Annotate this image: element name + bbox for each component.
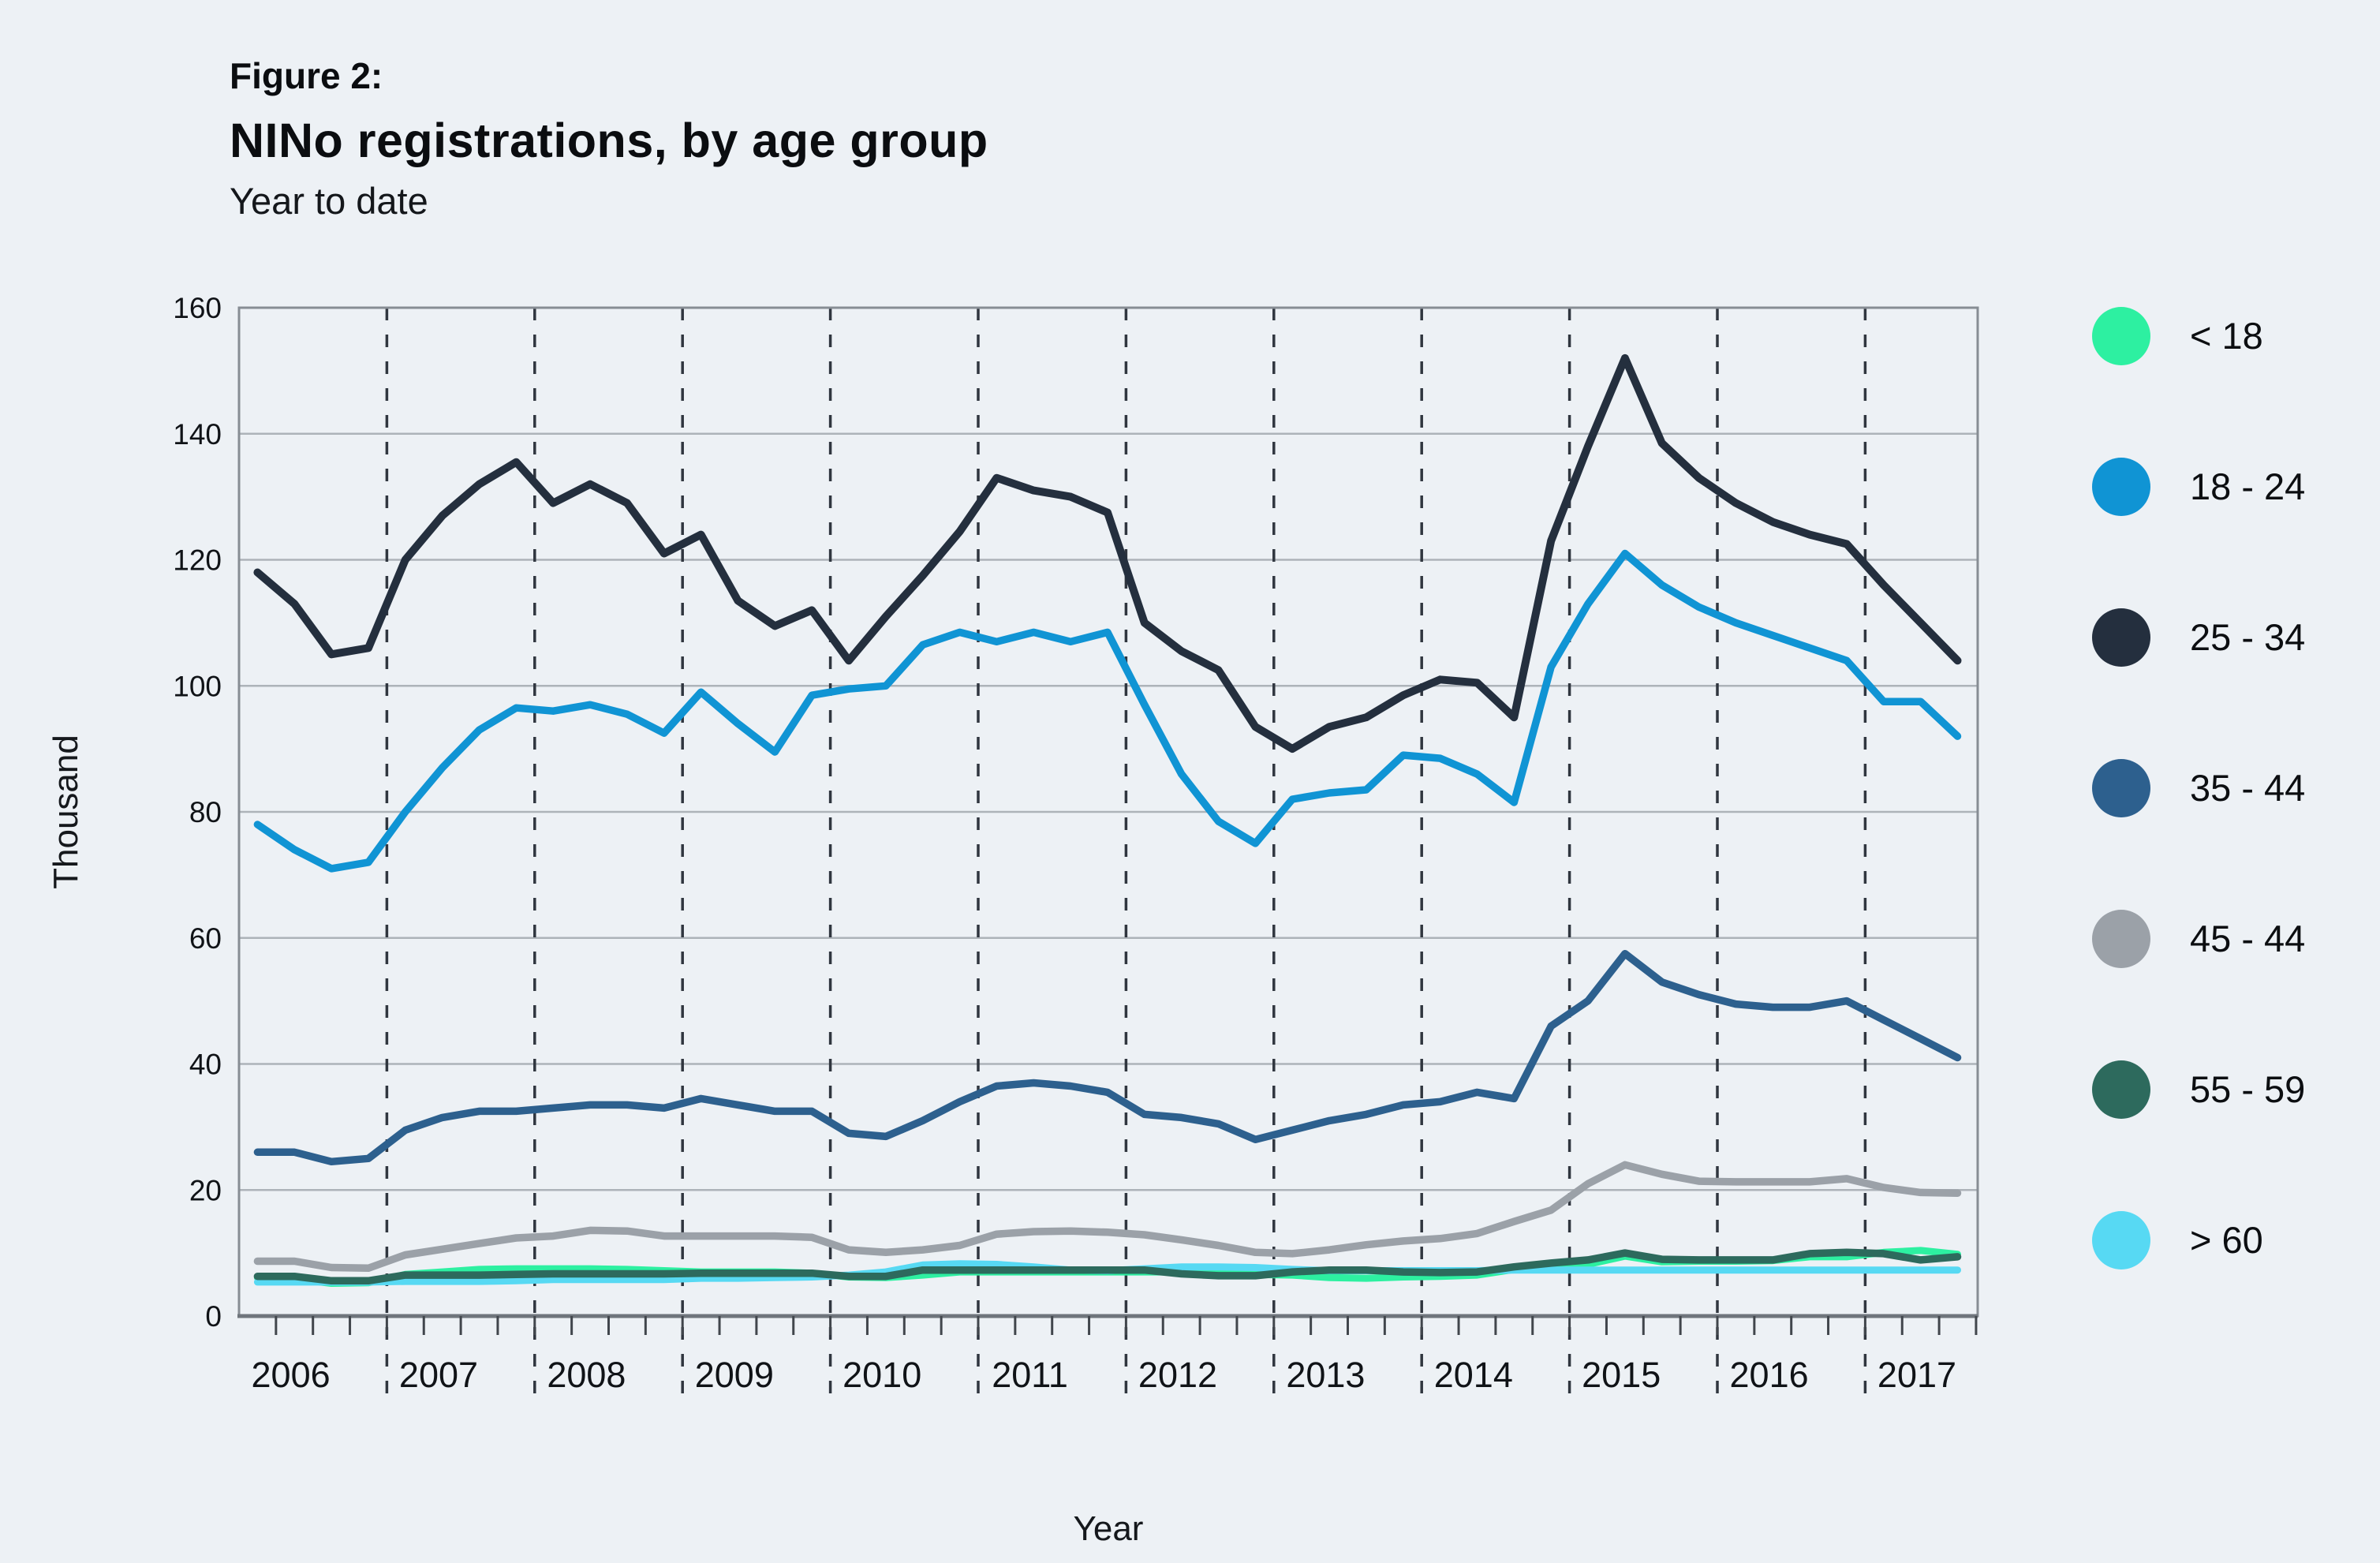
subtitle: Year to date xyxy=(230,179,428,222)
y-tick-label-140: 140 xyxy=(173,418,222,451)
legend-item-45-44: 45 - 44 xyxy=(2092,863,2305,1014)
y-tick-label-120: 120 xyxy=(173,544,222,577)
legend-item-over-60: > 60 xyxy=(2092,1165,2305,1315)
y-tick-label-100: 100 xyxy=(173,670,222,702)
x-year-label-2016: 2016 xyxy=(1730,1355,1809,1395)
legend-dot-55-59-icon xyxy=(2092,1060,2150,1119)
y-tick-label-80: 80 xyxy=(189,796,222,828)
legend-item-35-44: 35 - 44 xyxy=(2092,712,2305,863)
x-year-label-2008: 2008 xyxy=(547,1355,626,1395)
legend-item-18-24: 18 - 24 xyxy=(2092,411,2305,562)
legend-label: 18 - 24 xyxy=(2190,466,2306,507)
x-year-label-2012: 2012 xyxy=(1138,1355,1217,1395)
x-year-label-2017: 2017 xyxy=(1877,1355,1956,1395)
legend-label: 25 - 34 xyxy=(2190,616,2306,658)
y-tick-label-20: 20 xyxy=(189,1174,222,1206)
legend-dot-25-34-icon xyxy=(2092,608,2150,667)
y-tick-label-40: 40 xyxy=(189,1049,222,1081)
x-axis-title: Year xyxy=(1074,1509,1144,1548)
legend-dot-35-44-icon xyxy=(2092,758,2150,817)
series-line-55-59 xyxy=(253,1248,1962,1285)
x-year-label-2010: 2010 xyxy=(843,1355,921,1395)
legend-dot-over-60-icon xyxy=(2092,1210,2150,1269)
legend-dot-18-24-icon xyxy=(2092,457,2150,516)
legend-label: 45 - 44 xyxy=(2190,918,2306,959)
series-line-35-44 xyxy=(253,949,1962,1166)
x-year-label-2015: 2015 xyxy=(1582,1355,1661,1395)
x-year-label-2009: 2009 xyxy=(695,1355,774,1395)
y-tick-label-0: 0 xyxy=(205,1300,222,1333)
legend-item-55-59: 55 - 59 xyxy=(2092,1014,2305,1165)
series-line-25-34 xyxy=(253,353,1962,753)
x-year-label-2007: 2007 xyxy=(399,1355,478,1395)
legend-label: 35 - 44 xyxy=(2190,767,2306,809)
legend-dot-under-18-icon xyxy=(2092,306,2150,365)
x-year-label-2013: 2013 xyxy=(1286,1355,1365,1395)
legend: < 18 18 - 24 25 - 34 35 - 44 45 - 44 55 … xyxy=(2092,260,2305,1315)
legend-dot-45-44-icon xyxy=(2092,909,2150,968)
legend-label: 55 - 59 xyxy=(2190,1068,2306,1110)
title-block: Figure 2: NINo registrations, by age gro… xyxy=(230,54,988,223)
y-tick-label-160: 160 xyxy=(173,292,222,324)
series-line-45-44 xyxy=(253,1161,1962,1273)
legend-label: < 18 xyxy=(2190,315,2263,357)
x-year-label-2011: 2011 xyxy=(992,1355,1068,1395)
x-year-label-2006: 2006 xyxy=(252,1355,331,1395)
series-line-18-24 xyxy=(253,549,1962,873)
x-year-label-2014: 2014 xyxy=(1434,1355,1513,1395)
figure-label: Figure 2: xyxy=(230,55,383,96)
y-tick-label-60: 60 xyxy=(189,922,222,955)
legend-item-25-34: 25 - 34 xyxy=(2092,562,2305,712)
legend-label: > 60 xyxy=(2190,1219,2263,1261)
page-title: NINo registrations, by age group xyxy=(230,113,988,167)
y-axis-title: Thousand xyxy=(47,735,85,889)
legend-item-under-18: < 18 xyxy=(2092,260,2305,411)
